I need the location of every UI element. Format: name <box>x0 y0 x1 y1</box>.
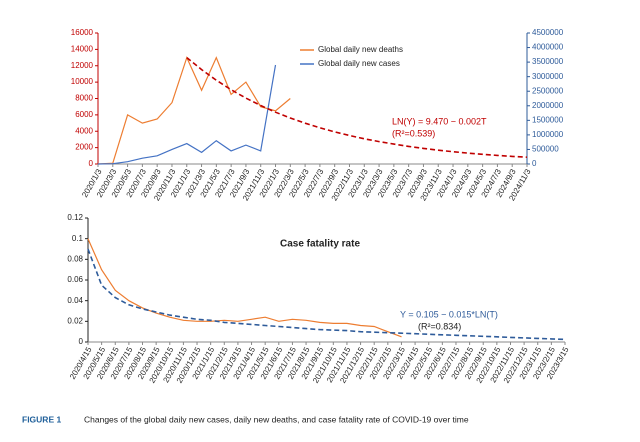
y-tick-label: 0.08 <box>67 254 83 263</box>
y-tick-label: 0.06 <box>67 275 83 284</box>
y2-tick-label: 1500000 <box>532 115 564 124</box>
y-tick-label: 8000 <box>75 94 93 103</box>
y2-tick-label: 4000000 <box>532 43 564 52</box>
annotation: (R²=0.834) <box>418 321 461 331</box>
series-line <box>87 248 566 341</box>
annotation: Y = 0.105 − 0.015*LN(T) <box>400 309 498 319</box>
y-tick-label: 0.1 <box>72 234 84 243</box>
y2-tick-label: 2000000 <box>532 101 564 110</box>
y2-tick-label: 1000000 <box>532 130 564 139</box>
y2-tick-label: 3500000 <box>532 57 564 66</box>
legend-label: Global daily new cases <box>318 59 400 68</box>
y2-tick-label: 2500000 <box>532 86 564 95</box>
series-line <box>87 238 402 338</box>
y-tick-label: 6000 <box>75 110 93 119</box>
y-tick-label: 0.04 <box>67 296 83 305</box>
series-line <box>97 64 277 165</box>
y2-tick-label: 3000000 <box>532 72 564 81</box>
y2-tick-label: 4500000 <box>532 28 564 37</box>
y-tick-label: 4000 <box>75 126 93 135</box>
y-tick-label: 0.02 <box>67 316 83 325</box>
y-tick-label: 12000 <box>71 61 94 70</box>
annotation: LN(Y) = 9.470 − 0.002T <box>392 116 487 126</box>
series-line <box>186 56 528 158</box>
y-tick-label: 14000 <box>71 44 94 53</box>
annotation: (R²=0.539) <box>392 128 435 138</box>
y-tick-label: 0.12 <box>67 213 83 222</box>
caption-text: Changes of the global daily new cases, d… <box>84 414 469 424</box>
series-line <box>97 55 291 165</box>
y2-tick-label: 500000 <box>532 145 559 154</box>
y-tick-label: 0 <box>89 159 94 168</box>
y-tick-label: 16000 <box>71 28 94 37</box>
caption-label: FIGURE 1 <box>22 414 61 424</box>
y-tick-label: 0 <box>79 337 84 346</box>
legend-label: Global daily new deaths <box>318 45 403 54</box>
y2-tick-label: 0 <box>532 159 537 168</box>
chart-title: Case fatality rate <box>280 239 360 250</box>
y-tick-label: 10000 <box>71 77 94 86</box>
y-tick-label: 2000 <box>75 143 93 152</box>
